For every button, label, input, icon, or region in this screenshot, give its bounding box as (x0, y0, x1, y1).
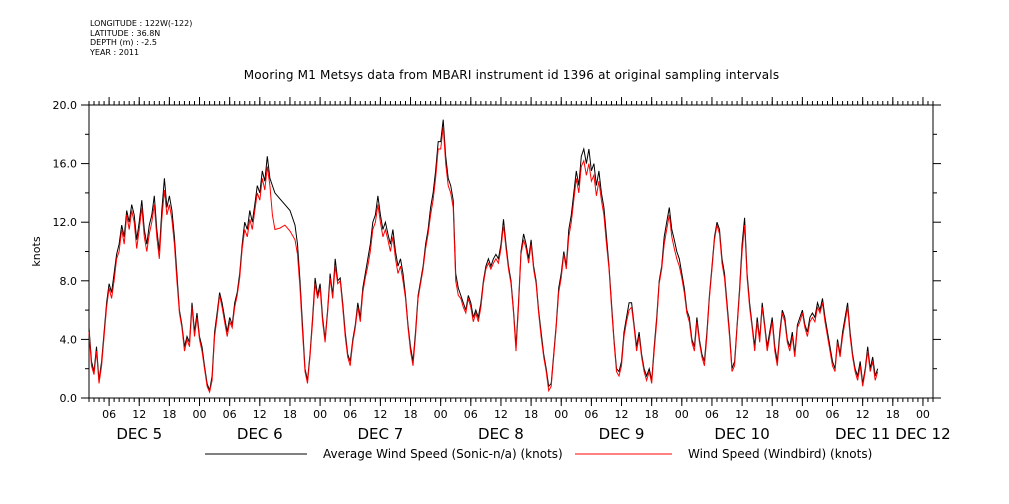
x-tick-label: 00 (554, 408, 568, 421)
x-tick-label: 00 (795, 408, 809, 421)
y-tick-label: 4.0 (60, 333, 78, 346)
x-day-label: DEC 11 (835, 425, 890, 443)
x-tick-label: 00 (434, 408, 448, 421)
x-tick-label: 12 (373, 408, 387, 421)
x-day-label: DEC 10 (714, 425, 769, 443)
x-day-label: DEC 6 (237, 425, 283, 443)
y-tick-label: 20.0 (53, 99, 78, 112)
x-tick-label: 12 (856, 408, 870, 421)
y-tick-label: 12.0 (53, 216, 78, 229)
x-day-label: DEC 5 (116, 425, 162, 443)
x-tick-label: 06 (826, 408, 840, 421)
x-tick-label: 18 (645, 408, 659, 421)
metadata-block: LONGITUDE : 122W(-122) LATITUDE : 36.8N … (90, 19, 192, 57)
legend-label: Average Wind Speed (Sonic-n/a) (knots) (323, 447, 563, 461)
x-tick-label: 00 (193, 408, 207, 421)
series-line-windbird (88, 126, 879, 394)
x-tick-label: 06 (584, 408, 598, 421)
x-tick-label: 00 (916, 408, 930, 421)
x-tick-label: 00 (675, 408, 689, 421)
chart-title: Mooring M1 Metsys data from MBARI instru… (243, 68, 780, 82)
latitude-label: LATITUDE : 36.8N (90, 28, 161, 38)
y-tick-label: 16.0 (53, 158, 78, 171)
x-tick-label: 12 (735, 408, 749, 421)
x-tick-label: 18 (765, 408, 779, 421)
x-tick-label: 12 (494, 408, 508, 421)
x-day-label: DEC 7 (357, 425, 403, 443)
x-day-label: DEC 8 (478, 425, 524, 443)
legend-label: Wind Speed (Windbird) (knots) (688, 447, 872, 461)
x-tick-label: 18 (524, 408, 538, 421)
series-line-sonic (88, 119, 879, 391)
x-tick-label: 12 (615, 408, 629, 421)
x-tick-label: 18 (283, 408, 297, 421)
year-label: YEAR : 2011 (90, 47, 140, 57)
depth-label: DEPTH (m) : -2.5 (90, 38, 157, 47)
x-tick-label: 06 (705, 408, 719, 421)
x-tick-label: 06 (102, 408, 116, 421)
x-tick-label: 06 (464, 408, 478, 421)
x-tick-label: 00 (313, 408, 327, 421)
x-tick-label: 18 (162, 408, 176, 421)
y-tick-label: 8.0 (60, 275, 78, 288)
y-tick-label: 0.0 (60, 392, 78, 405)
longitude-label: LONGITUDE : 122W(-122) (90, 19, 193, 28)
x-day-label: DEC 9 (599, 425, 645, 443)
x-tick-label: 12 (132, 408, 146, 421)
plot-frame (88, 104, 934, 399)
x-tick-label: 18 (404, 408, 418, 421)
x-day-label: DEC 12 (895, 425, 950, 443)
x-tick-label: 06 (223, 408, 237, 421)
x-tick-label: 18 (886, 408, 900, 421)
y-axis-label: knots (30, 236, 43, 266)
x-tick-label: 12 (253, 408, 267, 421)
x-tick-label: 06 (343, 408, 357, 421)
